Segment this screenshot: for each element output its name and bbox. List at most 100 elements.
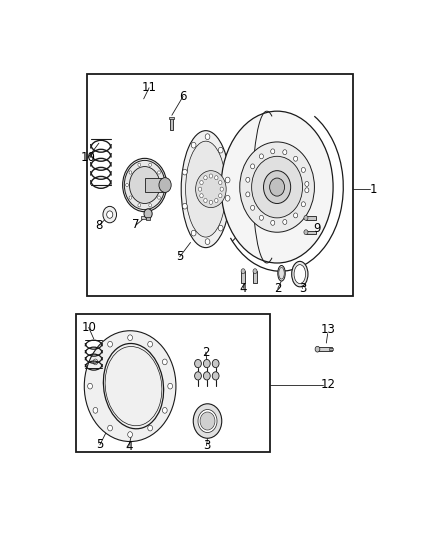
Circle shape — [219, 193, 222, 198]
Circle shape — [305, 181, 309, 187]
Circle shape — [220, 187, 223, 191]
Circle shape — [126, 183, 128, 187]
Circle shape — [259, 215, 263, 220]
Circle shape — [246, 177, 250, 182]
Circle shape — [158, 196, 160, 199]
Circle shape — [183, 169, 187, 175]
Circle shape — [158, 171, 160, 174]
Text: 2: 2 — [274, 282, 282, 295]
Text: 13: 13 — [320, 323, 335, 336]
Circle shape — [108, 425, 113, 431]
Circle shape — [305, 188, 309, 193]
Text: 11: 11 — [141, 81, 157, 94]
Circle shape — [168, 383, 173, 389]
Text: 3: 3 — [203, 439, 210, 452]
Text: 8: 8 — [95, 219, 102, 232]
Bar — [253, 271, 257, 283]
Circle shape — [103, 206, 117, 223]
Circle shape — [138, 204, 141, 207]
Circle shape — [84, 330, 176, 441]
Ellipse shape — [221, 111, 333, 263]
Circle shape — [203, 372, 210, 380]
Circle shape — [251, 205, 254, 210]
Circle shape — [159, 177, 171, 192]
Circle shape — [304, 230, 308, 235]
Circle shape — [304, 215, 308, 220]
Bar — [141, 216, 147, 219]
Circle shape — [162, 407, 167, 413]
Circle shape — [225, 196, 230, 201]
Circle shape — [204, 176, 207, 180]
Circle shape — [205, 239, 210, 245]
Bar — [169, 117, 173, 119]
Text: 6: 6 — [179, 90, 187, 103]
Circle shape — [271, 149, 275, 154]
Circle shape — [218, 225, 223, 231]
Circle shape — [203, 359, 210, 368]
Bar — [87, 74, 353, 296]
Circle shape — [215, 176, 218, 180]
Text: 4: 4 — [240, 282, 247, 295]
Circle shape — [205, 134, 210, 140]
Ellipse shape — [181, 131, 230, 248]
Circle shape — [253, 269, 257, 273]
Circle shape — [218, 147, 223, 153]
Circle shape — [198, 409, 217, 432]
Circle shape — [259, 154, 263, 159]
Circle shape — [200, 193, 203, 198]
Circle shape — [149, 163, 152, 166]
Text: 12: 12 — [321, 378, 336, 391]
Text: 3: 3 — [299, 282, 306, 295]
Circle shape — [93, 359, 98, 365]
Circle shape — [301, 202, 305, 207]
Bar — [306, 216, 316, 220]
Text: 5: 5 — [176, 251, 184, 263]
Circle shape — [191, 142, 196, 148]
Circle shape — [293, 213, 298, 218]
Circle shape — [93, 407, 98, 413]
Circle shape — [194, 359, 201, 368]
Circle shape — [251, 156, 303, 218]
Circle shape — [209, 200, 212, 204]
Bar — [145, 177, 165, 192]
Bar — [306, 231, 316, 234]
Text: 2: 2 — [202, 345, 209, 359]
Circle shape — [129, 171, 132, 174]
Circle shape — [270, 178, 285, 196]
Ellipse shape — [186, 141, 226, 237]
Text: 5: 5 — [96, 438, 103, 451]
Circle shape — [88, 383, 92, 389]
Circle shape — [193, 404, 222, 438]
Circle shape — [241, 269, 245, 273]
Ellipse shape — [292, 261, 308, 287]
Text: 10: 10 — [81, 321, 96, 334]
Circle shape — [293, 156, 298, 161]
Circle shape — [194, 372, 201, 380]
Circle shape — [200, 181, 203, 184]
Circle shape — [107, 211, 113, 219]
Circle shape — [161, 183, 164, 187]
Circle shape — [196, 171, 226, 208]
Circle shape — [148, 425, 152, 431]
Circle shape — [212, 359, 219, 368]
Circle shape — [209, 174, 212, 178]
Circle shape — [271, 220, 275, 225]
Circle shape — [183, 203, 187, 209]
Circle shape — [283, 150, 287, 155]
Circle shape — [128, 432, 132, 438]
Circle shape — [128, 335, 132, 341]
Circle shape — [129, 196, 132, 199]
Circle shape — [198, 187, 202, 191]
Text: 4: 4 — [125, 440, 133, 453]
Circle shape — [283, 220, 287, 224]
Circle shape — [215, 198, 218, 203]
Circle shape — [148, 341, 152, 347]
Circle shape — [315, 346, 320, 352]
Text: 10: 10 — [81, 151, 95, 164]
Circle shape — [204, 198, 207, 203]
Bar — [170, 118, 173, 130]
Circle shape — [191, 230, 196, 236]
Circle shape — [149, 204, 152, 207]
Circle shape — [123, 158, 167, 212]
Circle shape — [108, 341, 113, 347]
